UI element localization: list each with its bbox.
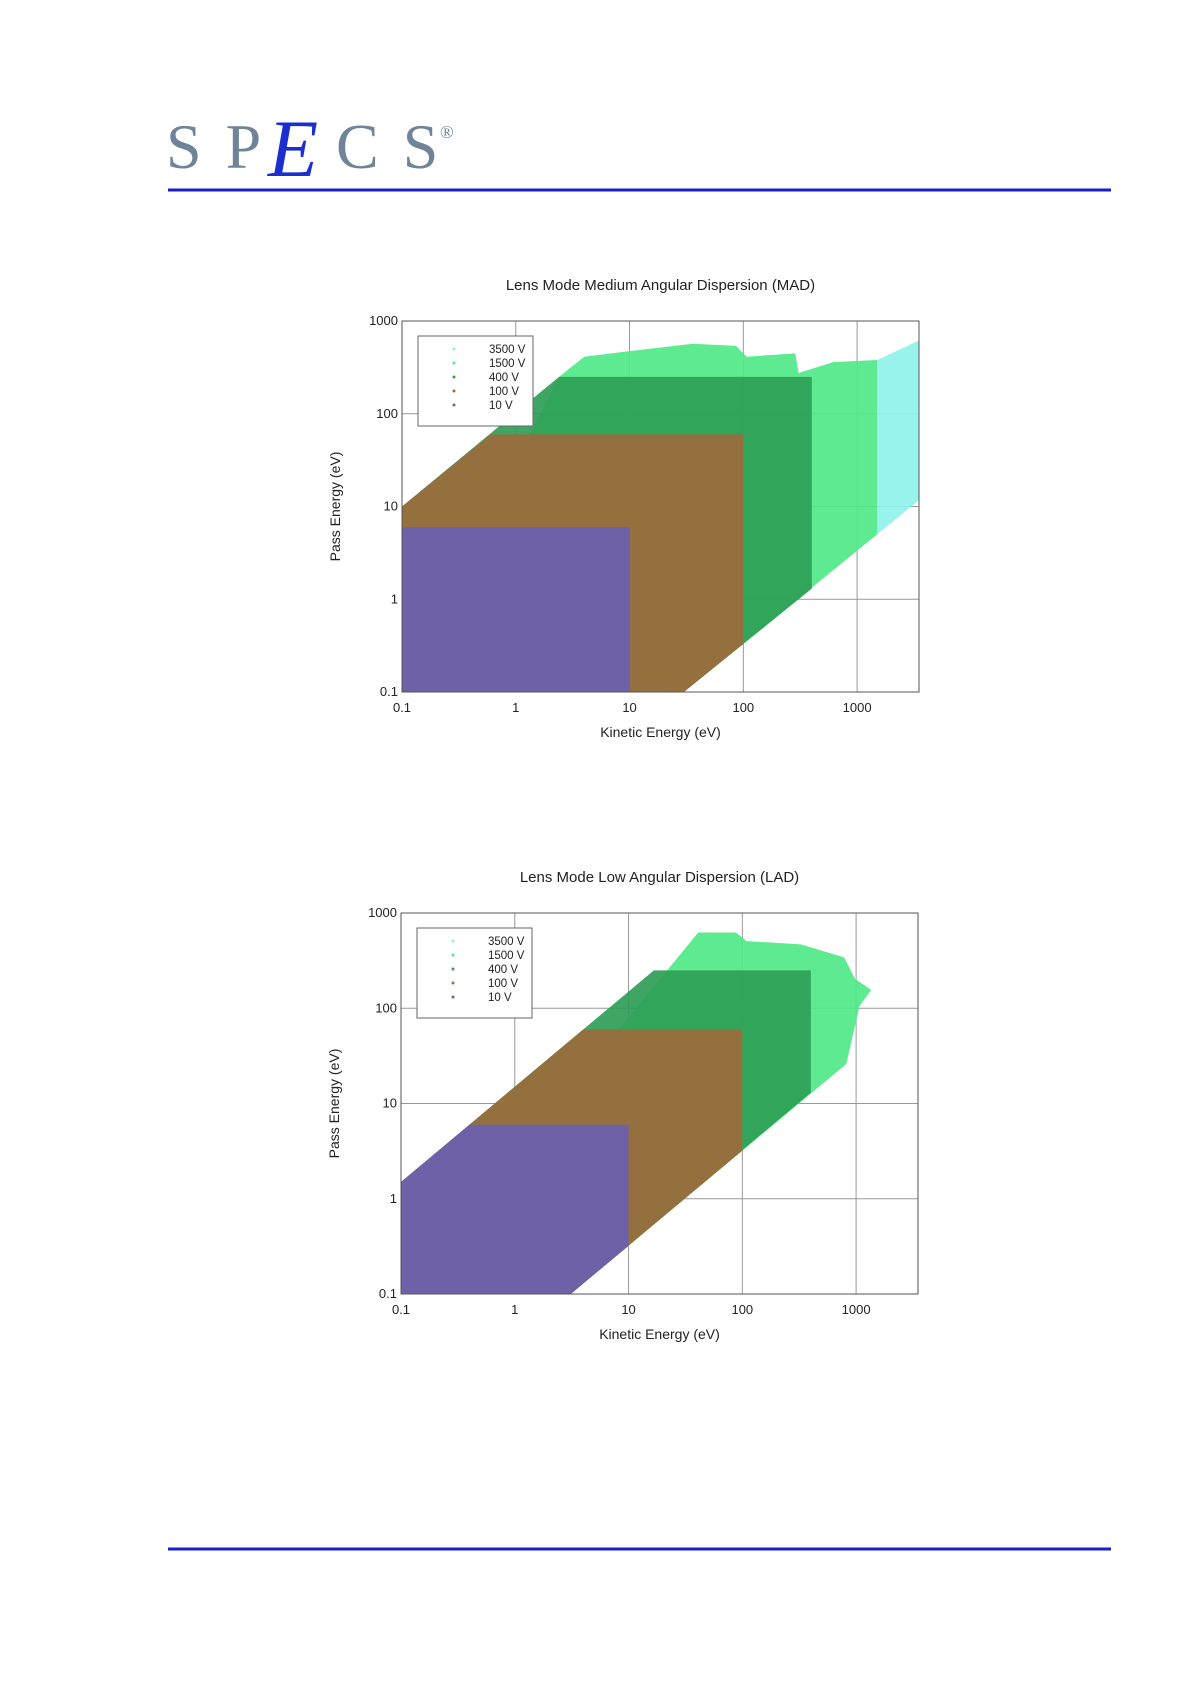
x-tick-label: 10: [621, 1302, 635, 1317]
legend-label: 100 V: [489, 386, 519, 398]
y-tick-label: 0.1: [379, 1286, 397, 1301]
x-tick-label: 100: [731, 1302, 753, 1317]
x-axis-label: Kinetic Energy (eV): [599, 1326, 720, 1342]
legend-label: 1500 V: [488, 950, 525, 962]
plot-frame: [401, 320, 920, 693]
y-tick-label: 1000: [369, 313, 398, 328]
chart-title: Lens Mode Medium Angular Dispersion (MAD…: [506, 277, 815, 294]
area-region: [402, 527, 630, 692]
y-axis-label: Pass Energy (eV): [327, 452, 343, 562]
legend-label: 3500 V: [489, 344, 526, 356]
legend-swatch: [451, 981, 455, 985]
y-tick-label: 100: [376, 406, 398, 421]
area-region: [401, 1124, 629, 1294]
x-tick-label: 1: [511, 1302, 518, 1317]
legend-label: 400 V: [488, 964, 518, 976]
legend-label: 10 V: [489, 400, 513, 412]
registered-mark: ®: [440, 122, 454, 142]
legend-label: 10 V: [488, 992, 512, 1004]
x-tick-label: 1000: [842, 1302, 871, 1317]
legend-swatch: [451, 953, 455, 957]
x-tick-label: 1000: [843, 700, 872, 715]
logo: S P E C S ®: [166, 103, 454, 194]
legend: 3500 V 1500 V 400 V 100 V 10 V: [416, 927, 533, 1019]
x-axis-label: Kinetic Energy (eV): [600, 724, 721, 740]
legend-swatch: [452, 389, 456, 393]
legend-label: 3500 V: [488, 936, 525, 948]
logo-text: S P: [166, 111, 265, 182]
legend-swatch: [451, 967, 455, 971]
legend-swatch: [452, 375, 456, 379]
x-tick-label: 0.1: [392, 1302, 410, 1317]
chart: Lens Mode Medium Angular Dispersion (MAD…: [327, 277, 920, 740]
y-tick-label: 10: [384, 499, 398, 514]
y-tick-label: 1000: [368, 905, 397, 920]
y-tick-label: 0.1: [380, 684, 398, 699]
x-tick-label: 10: [622, 700, 636, 715]
legend-swatch: [451, 939, 455, 943]
legend-box: [416, 927, 533, 1019]
area-region: [877, 340, 919, 535]
legend-box: [417, 335, 534, 427]
legend-swatch: [452, 361, 456, 365]
legend-label: 400 V: [489, 372, 519, 384]
y-axis-label: Pass Energy (eV): [326, 1049, 342, 1159]
legend-swatch: [451, 995, 455, 999]
y-tick-label: 1: [390, 1191, 397, 1206]
x-tick-label: 0.1: [393, 700, 411, 715]
chart: Lens Mode Low Angular Dispersion (LAD) 0.…: [326, 869, 919, 1342]
legend-swatch: [452, 403, 456, 407]
y-tick-label: 10: [383, 1096, 397, 1111]
x-tick-label: 1: [512, 700, 519, 715]
legend: 3500 V 1500 V 400 V 100 V 10 V: [417, 335, 534, 427]
y-tick-label: 100: [375, 1000, 397, 1015]
x-tick-label: 100: [732, 700, 754, 715]
logo-text: C S: [336, 111, 442, 182]
legend-label: 1500 V: [489, 358, 526, 370]
legend-label: 100 V: [488, 978, 518, 990]
y-tick-label: 1: [391, 591, 398, 606]
legend-swatch: [452, 347, 456, 351]
plot-frame: [400, 912, 919, 1295]
chart-title: Lens Mode Low Angular Dispersion (LAD): [520, 869, 799, 886]
logo-e: E: [267, 103, 318, 194]
